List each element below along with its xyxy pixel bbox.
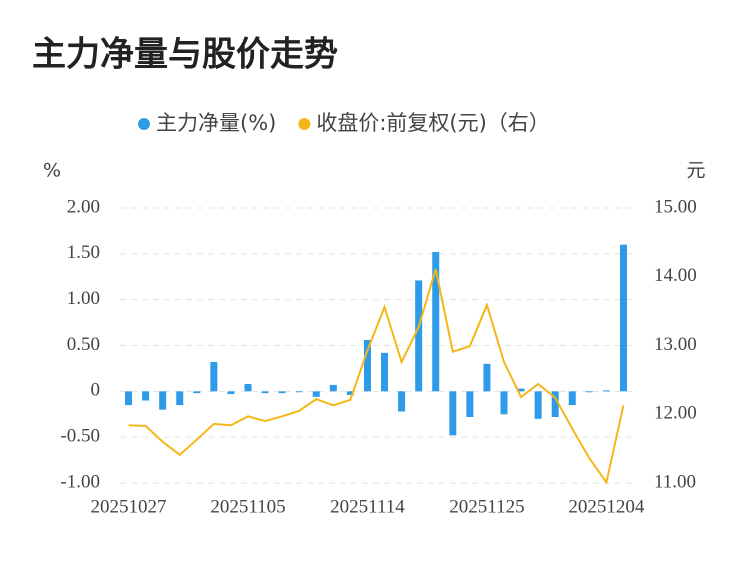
bar — [329, 384, 337, 392]
legend-marker — [298, 118, 311, 130]
bar — [432, 252, 440, 392]
bar — [500, 391, 508, 415]
y-tick-label: 0.50 — [67, 334, 100, 355]
bar — [534, 391, 542, 419]
chart-title: 主力净量与股价走势 — [32, 35, 338, 75]
x-tick-label: 20251105 — [210, 496, 285, 517]
y2-tick-label: 12.00 — [654, 403, 697, 424]
bar — [125, 391, 133, 406]
y-axis-label: % — [43, 160, 61, 182]
x-tick-label: 20251027 — [91, 496, 167, 517]
price-line — [128, 268, 625, 485]
y-tick-label: 1.00 — [67, 288, 100, 309]
bar — [466, 391, 474, 417]
bar — [619, 244, 627, 392]
y2-tick-label: 11.00 — [654, 471, 696, 492]
x-tick-label: 20251204 — [568, 496, 645, 517]
bar — [244, 384, 252, 392]
bar — [449, 391, 457, 436]
bar — [312, 391, 320, 397]
bar — [602, 390, 610, 392]
bar — [363, 340, 371, 392]
bar — [193, 391, 201, 394]
bar — [278, 391, 286, 394]
bar — [551, 391, 559, 417]
legend-label: 主力净量(%) — [156, 111, 276, 135]
bar — [483, 363, 491, 392]
legend-marker — [138, 118, 150, 130]
bar — [176, 391, 184, 406]
bar — [568, 391, 576, 406]
bar — [227, 391, 235, 395]
y2-tick-label: 13.00 — [654, 334, 697, 355]
bar — [346, 391, 354, 395]
bar — [415, 280, 423, 392]
bar — [585, 391, 593, 393]
bar — [381, 352, 389, 392]
y2-axis-label: 元 — [686, 160, 705, 182]
legend-label: 收盘价:前复权(元)（右） — [316, 111, 549, 135]
bar — [398, 391, 406, 412]
bar — [210, 362, 218, 392]
y-tick-label: 0 — [91, 380, 101, 401]
y-tick-label: 1.50 — [67, 242, 100, 263]
y2-tick-label: 15.00 — [654, 196, 697, 217]
bar — [261, 391, 269, 394]
y-tick-label: 2.00 — [67, 196, 100, 217]
bar — [159, 391, 167, 410]
bar — [295, 391, 303, 393]
y2-tick-label: 14.00 — [654, 265, 697, 286]
bar — [142, 391, 150, 401]
y-tick-label: -0.50 — [60, 426, 100, 447]
x-tick-label: 20251114 — [330, 496, 405, 517]
y-tick-label: -1.00 — [60, 471, 100, 492]
bar — [517, 388, 525, 392]
x-tick-label: 20251125 — [449, 496, 524, 517]
